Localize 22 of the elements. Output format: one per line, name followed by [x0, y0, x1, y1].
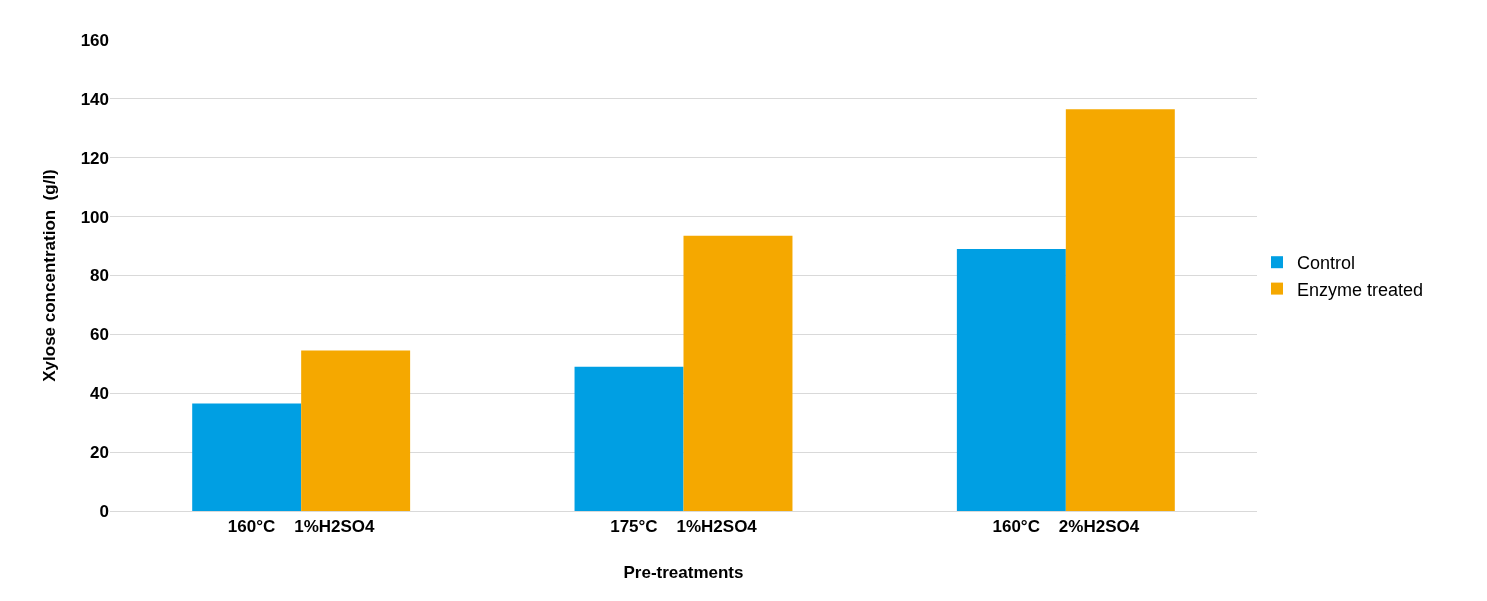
y-tick-label: 160: [80, 30, 109, 50]
y-tick-label: 20: [90, 443, 109, 463]
y-tick-label: 100: [80, 207, 109, 227]
y-axis-title: Xylose concentration (g/l): [40, 169, 60, 382]
bar: [683, 235, 793, 511]
bar: [574, 366, 684, 511]
y-tick-label: 0: [99, 501, 109, 521]
y-tick-label: 60: [90, 325, 109, 345]
bar: [192, 403, 302, 511]
x-axis-title: Pre-treatments: [623, 562, 744, 582]
x-tick-label: 160°C 1%H2SO4: [227, 517, 376, 537]
bar: [301, 350, 411, 511]
y-tick-label: 40: [90, 384, 109, 404]
bar: [1065, 109, 1175, 511]
y-tick-label: 120: [80, 148, 109, 168]
x-tick-label: 175°C 1%H2SO4: [610, 517, 758, 537]
bar: [956, 249, 1066, 511]
legend-label: Control: [1297, 253, 1356, 274]
y-tick-label: 80: [90, 266, 109, 286]
legend-label: Enzyme treated: [1297, 279, 1424, 300]
y-tick-label: 140: [80, 89, 109, 109]
x-tick-label: 160°C 2%H2SO4: [992, 517, 1140, 537]
